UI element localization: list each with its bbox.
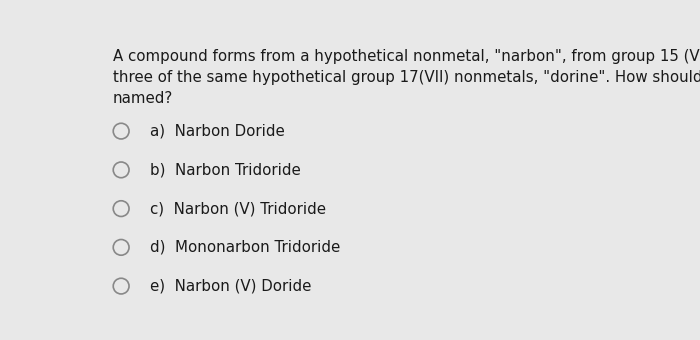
Text: b)  Narbon Tridoride: b) Narbon Tridoride bbox=[150, 163, 300, 177]
Text: d)  Mononarbon Tridoride: d) Mononarbon Tridoride bbox=[150, 240, 340, 255]
Text: e)  Narbon (V) Doride: e) Narbon (V) Doride bbox=[150, 278, 312, 294]
Text: c)  Narbon (V) Tridoride: c) Narbon (V) Tridoride bbox=[150, 201, 326, 216]
Text: A compound forms from a hypothetical nonmetal, "narbon", from group 15 (V), and
: A compound forms from a hypothetical non… bbox=[113, 49, 700, 106]
Text: a)  Narbon Doride: a) Narbon Doride bbox=[150, 124, 285, 139]
